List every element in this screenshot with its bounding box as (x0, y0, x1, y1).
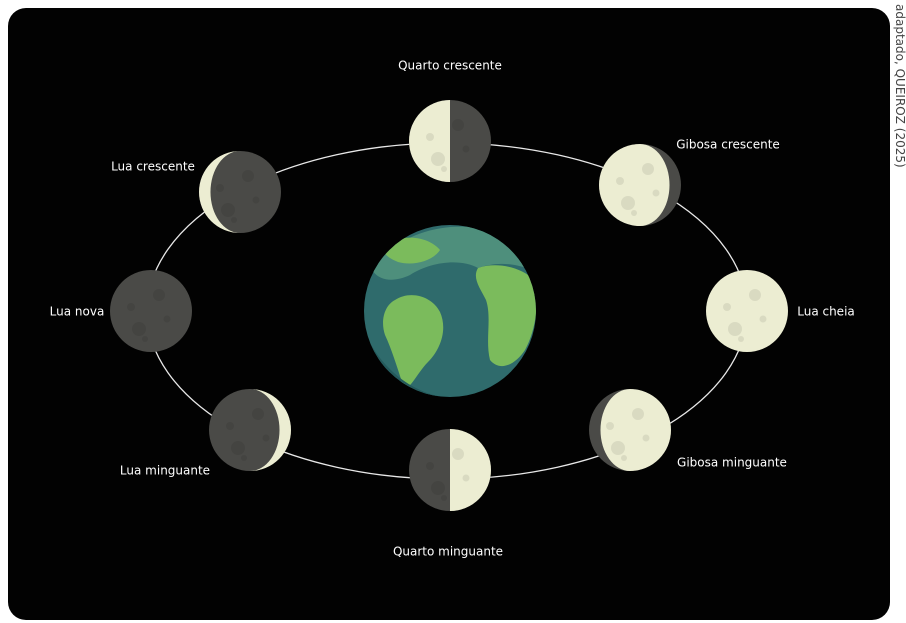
moon (599, 144, 681, 226)
moon (110, 270, 192, 352)
crater (723, 303, 731, 311)
crater (621, 455, 627, 461)
phase-label: Quarto minguante (393, 545, 503, 559)
crater (252, 408, 264, 420)
crater (621, 196, 635, 210)
credit: adaptado, QUEIROZ (2025) (893, 4, 906, 168)
phase-label: Gibosa crescente (676, 138, 780, 152)
crater (616, 177, 624, 185)
moon-dark (110, 270, 192, 352)
crater (426, 133, 434, 141)
crater (463, 146, 470, 153)
crater (728, 322, 742, 336)
crater (611, 441, 625, 455)
crater (226, 422, 234, 430)
crater (643, 435, 650, 442)
crater (606, 422, 614, 430)
crater (253, 197, 260, 204)
moon (199, 151, 281, 233)
crater (431, 152, 445, 166)
crater (452, 119, 464, 131)
crater (221, 203, 235, 217)
crater (231, 217, 237, 223)
crater (631, 210, 637, 216)
crater (164, 316, 171, 323)
crater (632, 408, 644, 420)
moon (209, 389, 291, 471)
crater (441, 166, 447, 172)
crater (132, 322, 146, 336)
crater (653, 190, 660, 197)
phase-label: Lua crescente (111, 160, 195, 174)
phase-label: Lua cheia (797, 305, 855, 319)
crater (426, 462, 434, 470)
moon (589, 389, 671, 471)
phase-label: Gibosa minguante (677, 456, 787, 470)
moon (409, 100, 491, 182)
crater (452, 448, 464, 460)
phase-label: Quarto crescente (398, 59, 502, 73)
crater (441, 495, 447, 501)
crater (242, 170, 254, 182)
crater (749, 289, 761, 301)
crater (127, 303, 135, 311)
moon (706, 270, 788, 352)
phase-label: Lua nova (50, 305, 105, 319)
crater (231, 441, 245, 455)
crater (738, 336, 744, 342)
moon (409, 429, 491, 511)
crater (216, 184, 224, 192)
crater (263, 435, 270, 442)
crater (153, 289, 165, 301)
crater (760, 316, 767, 323)
crater (463, 475, 470, 482)
crater (431, 481, 445, 495)
crater (142, 336, 148, 342)
phase-label: Lua minguante (120, 464, 210, 478)
crater (241, 455, 247, 461)
moon-phases-diagram: adaptado, QUEIROZ (2025) Quarto crescent… (0, 0, 906, 623)
crater (642, 163, 654, 175)
moon-dark (706, 270, 788, 352)
